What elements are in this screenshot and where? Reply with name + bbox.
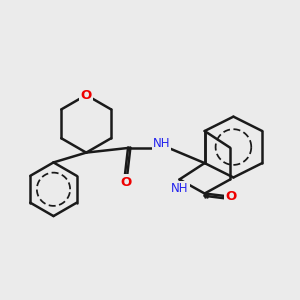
Text: O: O (81, 88, 92, 101)
Text: O: O (225, 190, 236, 202)
Text: NH: NH (171, 182, 188, 195)
Text: O: O (121, 176, 132, 189)
Text: NH: NH (153, 137, 170, 150)
